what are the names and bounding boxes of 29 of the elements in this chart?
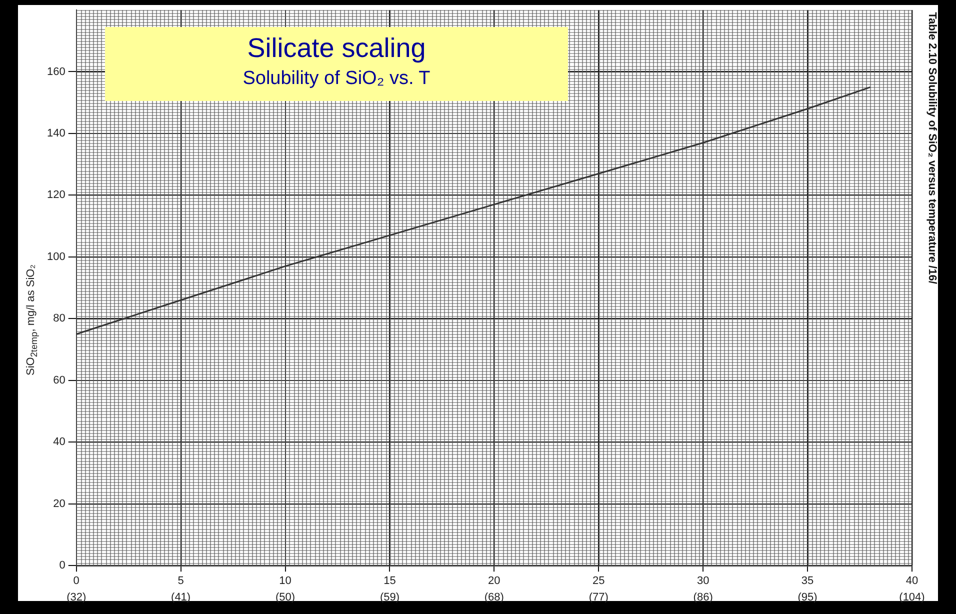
x-tick-label: 35: [801, 575, 814, 588]
title-panel: Silicate scaling Solubility of SiO₂ vs. T: [105, 27, 568, 101]
x2-tick-label: (77): [588, 591, 608, 604]
y-tick-label: 120: [46, 189, 66, 202]
y-tick-label: 140: [46, 128, 66, 140]
caption: Table 2.10 Solubility of SiO₂ versus temperature /16/: [926, 12, 938, 284]
y-tick-label: 0: [59, 560, 66, 572]
x-tick-label: 40: [906, 575, 918, 588]
x-tick-label: 20: [488, 575, 500, 588]
y-tick-label: 80: [53, 312, 66, 325]
y-tick-label: 60: [53, 374, 66, 386]
y-tick-label: 40: [53, 436, 66, 448]
x2-tick-label: (86): [693, 591, 713, 604]
x2-tick-label: (95): [798, 591, 818, 604]
x2-tick-label: (32): [66, 591, 86, 604]
y-tick-label: 160: [46, 66, 66, 78]
x2-tick-label: (59): [380, 591, 400, 604]
y-tick-label: 20: [53, 498, 66, 510]
y-tick-label: 100: [46, 250, 66, 263]
x-tick-label: 0: [73, 575, 80, 588]
x2-tick-label: (41): [171, 591, 191, 604]
x2-tick-label: (104): [899, 591, 925, 604]
x-tick-label: 5: [178, 575, 184, 588]
x-tick-label: 15: [384, 575, 396, 588]
x-tick-label: 30: [696, 575, 710, 588]
x2-tick-label: (50): [275, 591, 296, 604]
x-tick-label: 10: [279, 575, 292, 588]
x-tick-label: 25: [592, 575, 605, 588]
x2-tick-label: (68): [484, 591, 504, 604]
